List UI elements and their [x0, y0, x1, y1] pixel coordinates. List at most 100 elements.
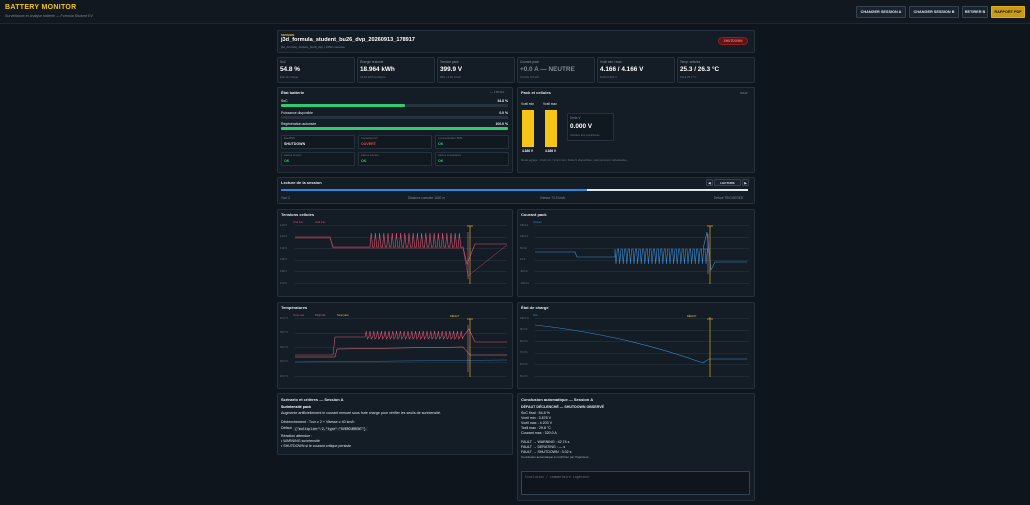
conclusion-fault: FAULT → SHUTDOWN : 3.02 s [521, 450, 572, 454]
chart-legend-item: Temp pack [337, 314, 349, 317]
temp-max-line [295, 328, 507, 356]
fault-marker-label: DÉFAUT [450, 315, 460, 318]
scenario-panel [277, 393, 513, 455]
state-stat-box [435, 152, 509, 166]
kpi-sub: Courbe 0.0 kW [520, 75, 539, 79]
chart-tick-label: 90.0 % [520, 328, 528, 332]
state-stat-label: Alarme température [438, 154, 461, 157]
state-stat-value: OK [438, 159, 444, 163]
speed-label: Vitesse 73.9 km/h [540, 196, 566, 200]
chart-tick-label: -100.0 A [520, 281, 529, 285]
pdf-report-button[interactable]: RAPPORT PDF [991, 6, 1025, 18]
state-stat-box [358, 135, 432, 149]
kpi-label: Énergie restante [360, 60, 384, 64]
playback-title: Lecture de la session [281, 180, 322, 185]
chart-tick-label: 70.0 % [520, 351, 528, 355]
prev-button[interactable]: ◀ [706, 179, 713, 186]
chart-gridline [295, 259, 507, 261]
kpi-card [597, 57, 675, 83]
kpi-sub: Pack 25.7 °C [680, 75, 697, 79]
scenario-defaut-code: {"multiplier":2,"type":"OVERCURRENT"} [293, 427, 368, 431]
state-stat-box [358, 152, 432, 166]
app-title: BATTERY MONITOR [5, 4, 77, 11]
kpi-sub: 96S • 4.16 V/cell [440, 75, 461, 79]
delta-box [567, 113, 614, 141]
chart-tick-label: 150.0 A [520, 223, 529, 227]
kpi-label: Tension pack [440, 60, 459, 64]
vmax-bar [545, 110, 557, 147]
scenario-desc: Augmente artificiellement le courant mes… [281, 411, 441, 415]
change-session-b-button[interactable]: CHANGER SESSION B [909, 6, 959, 18]
chart-tick-label: 100.0 A [520, 235, 529, 239]
chart-gridline [535, 364, 749, 366]
chart-gridline [535, 236, 749, 238]
chart-gridline [535, 341, 749, 343]
chart-tick-label: 0.0 A [520, 258, 526, 262]
chart-gridline [535, 248, 749, 250]
change-session-a-button[interactable]: CHANGER SESSION A [856, 6, 906, 18]
vmin-bar-track [522, 110, 534, 147]
chart-title: État de charge [521, 305, 549, 310]
chart-tick-label: 3.80 V [280, 269, 287, 273]
chart-gridline [535, 352, 749, 354]
chart-tick-label: 25.0 °C [280, 360, 288, 363]
scenario-r2: • SHUTDOWN si le courant critique persis… [281, 444, 351, 448]
scenario-r1: • WARNING surintensité [281, 439, 320, 443]
state-stat-value: OK [361, 159, 367, 163]
chart-tick-label: -50.0 A [520, 269, 528, 273]
playback-slider[interactable] [281, 189, 748, 191]
current-line [535, 231, 747, 272]
kpi-card [677, 57, 755, 83]
chart-gridline [535, 376, 749, 377]
chart-tick-label: 50.0 A [520, 246, 527, 250]
next-button[interactable]: ▶ [742, 179, 749, 186]
chart-tick-label: 4.10 V [280, 235, 287, 239]
state-stat-box [435, 135, 509, 149]
vmin-value: 4.166 V [522, 149, 533, 153]
temp-pack-line [295, 359, 507, 363]
chart-legend-item: SoC [533, 314, 538, 317]
pack-config-badge: 96S1P [740, 92, 748, 95]
remove-b-button[interactable]: RETIRER B [962, 6, 988, 18]
chart-gridline [295, 376, 507, 377]
chart-gridline [295, 283, 507, 284]
vcell-max-line [295, 232, 507, 265]
chart-tick-label: 4.20 V [280, 223, 287, 227]
battery-state-title: État batterie [281, 90, 305, 95]
conclusion-note: Conclusion automatique à confirmer par l… [521, 455, 590, 459]
state-stat-value: OK [284, 159, 290, 163]
chart-legend-item: Vcell max [315, 221, 326, 224]
play-button[interactable]: LECTURE [714, 179, 741, 186]
chart-title: Températures [281, 305, 308, 310]
chart-title: Courant pack [521, 212, 547, 217]
chart-legend-item: Temp min [315, 314, 326, 317]
chart-gridline [295, 225, 507, 226]
session-label: SESSION [281, 33, 295, 37]
vmax-bar-track [545, 110, 557, 147]
state-row-track [281, 127, 508, 130]
state-stat-label: Alarme tension [284, 154, 302, 157]
delta-value: 0.000 V [570, 123, 593, 130]
state-row-bar [281, 127, 508, 130]
conclusion-line: Courant max : 320.0 A [521, 431, 557, 435]
state-row-value: 0.0 % [499, 111, 508, 115]
chart-title: Tensions cellules [281, 212, 315, 217]
chart-legend-item: Vcell min [293, 221, 303, 224]
vmax-value: 4.166 V [545, 149, 556, 153]
conclusion-line: Vcell max : 4.203 V [521, 421, 552, 425]
conclusion-line: Tcell max : 29.8 °C [521, 426, 551, 430]
vmin-bar [522, 110, 534, 147]
chart-panel [277, 302, 513, 389]
state-row-value: 100.0 % [495, 122, 508, 126]
kpi-value: 54.8 % [280, 66, 300, 73]
session-panel [277, 30, 755, 53]
state-stat-label: Contacteur HV [361, 137, 379, 140]
engineer-comment-input[interactable] [521, 471, 750, 495]
scenario-reaction: Réaction attendue : [281, 434, 313, 438]
chart-gridline [535, 283, 749, 284]
state-row-label: Puissance disponible [281, 111, 313, 115]
fault-marker-label: DÉFAUT [687, 315, 697, 318]
kpi-value: 18.964 kWh [360, 66, 395, 73]
conclusion-line: SoC final : 54.8 % [521, 411, 550, 415]
temp-min-line [295, 346, 507, 358]
